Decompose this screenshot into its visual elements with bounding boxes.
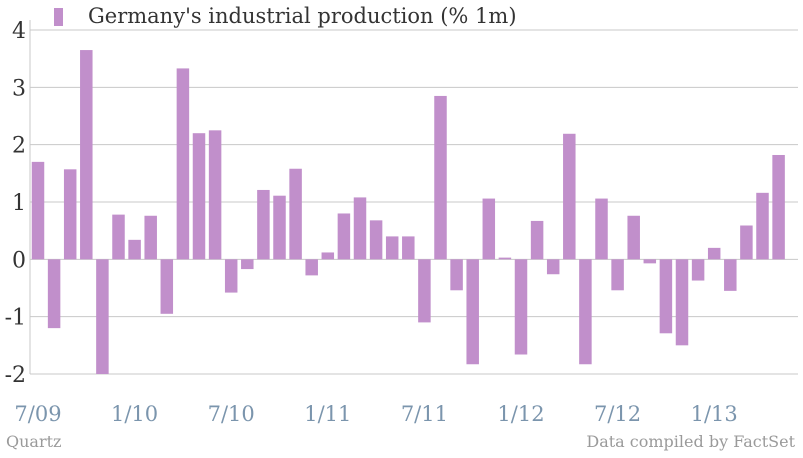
bar [273, 195, 286, 260]
bar [675, 259, 689, 346]
bar [418, 259, 431, 323]
y-tick-label: 1 [12, 191, 26, 216]
x-tick-label: 7/10 [208, 402, 255, 426]
bar [31, 161, 45, 260]
bar [305, 259, 318, 276]
bar [402, 236, 415, 260]
bar [579, 259, 592, 365]
bar [659, 259, 673, 334]
bar [643, 259, 657, 264]
bar [289, 168, 302, 260]
bar [546, 259, 560, 275]
legend-label: Germany's industrial production (% 1m) [88, 4, 517, 28]
bar [530, 220, 544, 260]
bar [144, 215, 157, 260]
bar [563, 133, 576, 260]
bar [385, 236, 399, 260]
bar [740, 225, 753, 260]
bar [337, 213, 351, 260]
x-tick-label: 1/10 [111, 402, 158, 426]
x-tick-label: 7/11 [401, 402, 448, 426]
y-tick-label: -2 [5, 363, 26, 388]
bar [160, 259, 174, 314]
bar [772, 154, 785, 260]
bar [482, 198, 496, 260]
x-tick-label: 7/09 [14, 402, 61, 426]
y-tick-label: 4 [12, 19, 26, 44]
y-tick-label: 3 [12, 76, 26, 101]
bar [241, 259, 254, 270]
bar [611, 259, 624, 291]
bar [595, 198, 608, 260]
bar [691, 259, 705, 281]
bar [756, 192, 769, 260]
bar [369, 220, 383, 260]
legend-swatch [54, 8, 63, 26]
bar [514, 259, 528, 355]
bar [498, 257, 512, 260]
bar [353, 197, 367, 260]
bar [128, 239, 141, 260]
bar [257, 189, 270, 260]
x-tick-label: 1/11 [304, 402, 351, 426]
bar [450, 259, 463, 291]
bar [224, 259, 238, 293]
bar [47, 259, 61, 329]
bar [176, 68, 190, 260]
bar [466, 259, 479, 365]
bar [112, 214, 125, 260]
bar [707, 247, 721, 260]
bar [627, 215, 640, 260]
bar [724, 259, 737, 291]
bar [434, 95, 447, 260]
bar [63, 169, 77, 260]
bar [208, 130, 222, 260]
x-tick-label: 1/13 [691, 402, 738, 426]
bar [96, 259, 109, 374]
x-tick-label: 7/12 [594, 402, 641, 426]
source-credit-factset: Data compiled by FactSet [586, 432, 795, 451]
x-tick-label: 1/12 [497, 402, 544, 426]
y-tick-label: 0 [12, 248, 26, 273]
y-tick-label: 2 [12, 134, 26, 159]
bar [321, 252, 335, 260]
source-credit-quartz: Quartz [6, 432, 62, 451]
bar [80, 50, 93, 260]
bar [192, 133, 206, 260]
y-tick-label: -1 [5, 306, 26, 331]
